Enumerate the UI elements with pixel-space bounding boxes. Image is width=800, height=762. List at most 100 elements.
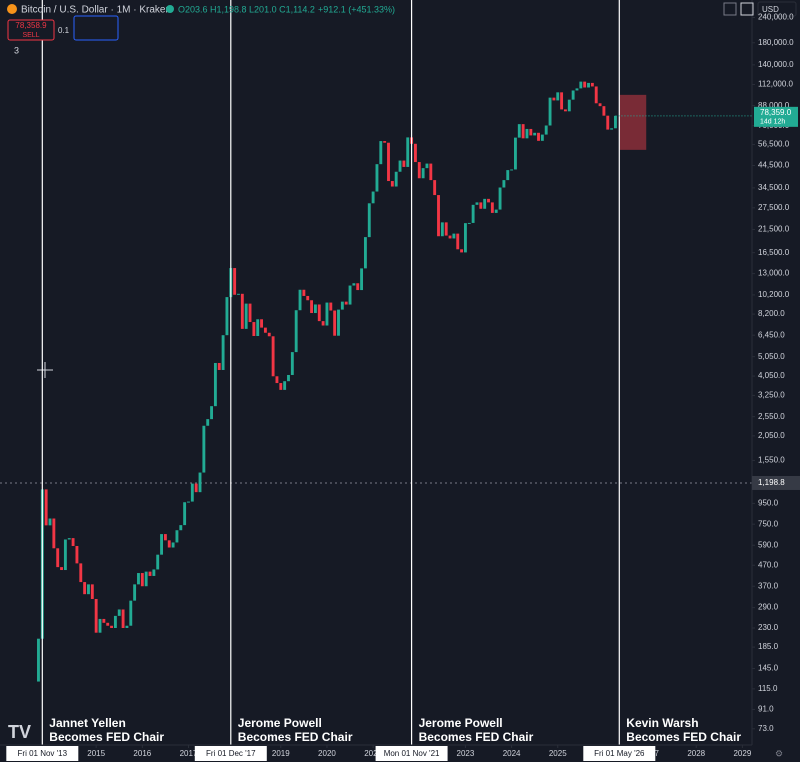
candle (560, 92, 564, 110)
candle (48, 518, 52, 526)
candle (298, 289, 302, 311)
candle (287, 374, 290, 382)
candle (317, 304, 321, 322)
sell-price: 78,358.9 (15, 21, 47, 30)
candle (87, 584, 90, 595)
candle (179, 525, 183, 531)
btc-icon (7, 4, 17, 14)
candle (113, 615, 117, 628)
candle (537, 132, 540, 141)
candle (244, 303, 248, 329)
candle (475, 202, 479, 205)
candle (487, 198, 490, 203)
x-tick-label: 2029 (733, 749, 751, 758)
event-date: Fri 01 Nov '13 (18, 749, 68, 758)
candle (140, 573, 144, 587)
candle (590, 82, 594, 87)
candle (125, 625, 129, 628)
candle (606, 115, 610, 130)
candle (494, 209, 498, 213)
y-tick-label: 16,500.0 (758, 248, 790, 257)
event-annotation: Becomes FED Chair (238, 730, 353, 744)
candle (440, 222, 444, 237)
candle (614, 115, 617, 129)
y-tick-label: 115.0 (758, 684, 778, 693)
candle (390, 181, 394, 187)
candle (279, 383, 283, 390)
candle (67, 538, 71, 540)
candle (394, 171, 398, 187)
candle (137, 573, 140, 585)
y-tick-label: 750.0 (758, 519, 779, 528)
candle (379, 141, 383, 165)
candle (52, 518, 56, 549)
y-tick-label: 5,050.0 (758, 352, 785, 361)
event-annotation: Becomes FED Chair (419, 730, 534, 744)
candle (587, 82, 590, 88)
candle (448, 235, 452, 239)
candle (529, 128, 533, 136)
candle (321, 321, 325, 326)
candle (267, 332, 271, 337)
candle (540, 134, 544, 141)
candle (456, 233, 460, 250)
crosshair-label: 1,198.8 (758, 478, 785, 487)
candle (75, 545, 79, 564)
y-tick-label: 230.0 (758, 623, 779, 632)
y-tick-label: 470.0 (758, 560, 779, 569)
candle (363, 237, 367, 269)
y-tick-label: 88,000.0 (758, 101, 790, 110)
candle (556, 92, 560, 101)
candle (198, 472, 202, 493)
y-tick-label: 8,200.0 (758, 309, 785, 318)
candle (417, 162, 421, 179)
candle (421, 168, 425, 179)
candle (433, 180, 437, 196)
candle (60, 567, 63, 571)
candle (306, 295, 310, 301)
candle (260, 319, 264, 328)
candle (398, 160, 402, 172)
event-annotation: Jannet Yellen (49, 716, 125, 730)
candle (90, 584, 94, 599)
candle (271, 336, 275, 377)
last-price: 78,359.0 (760, 108, 792, 117)
candle (252, 322, 256, 337)
fullscreen-button[interactable] (740, 2, 754, 16)
candle (548, 97, 552, 126)
sell-button[interactable] (7, 19, 55, 41)
candle (256, 319, 260, 337)
candle (402, 160, 406, 167)
y-tick-label: 950.0 (758, 499, 779, 508)
candle (233, 268, 237, 295)
candle (63, 539, 67, 571)
x-tick-label: 2021 (364, 749, 382, 758)
event-date: Fri 01 Dec '17 (206, 749, 256, 758)
layout-button[interactable] (73, 15, 119, 41)
candle (160, 534, 163, 555)
candle (360, 268, 364, 291)
candle (567, 99, 571, 112)
y-tick-label: 240,000.0 (758, 13, 794, 22)
candle (237, 293, 240, 295)
candle (44, 489, 48, 526)
candle (121, 609, 125, 628)
candle (79, 563, 83, 583)
candle (329, 302, 333, 311)
x-tick-label: 2024 (503, 749, 521, 758)
event-annotation: Becomes FED Chair (626, 730, 741, 744)
candle (202, 425, 206, 473)
settings-icon[interactable]: ⚙ (775, 748, 783, 758)
currency-box[interactable] (757, 1, 797, 17)
candle (383, 141, 387, 143)
download-button[interactable] (723, 2, 737, 16)
candle (163, 534, 167, 541)
y-tick-label: 27,500.0 (758, 203, 790, 212)
y-tick-label: 3,250.0 (758, 390, 785, 399)
candle (533, 132, 537, 136)
candle (564, 109, 567, 112)
candle (167, 540, 171, 548)
candle (71, 538, 75, 546)
